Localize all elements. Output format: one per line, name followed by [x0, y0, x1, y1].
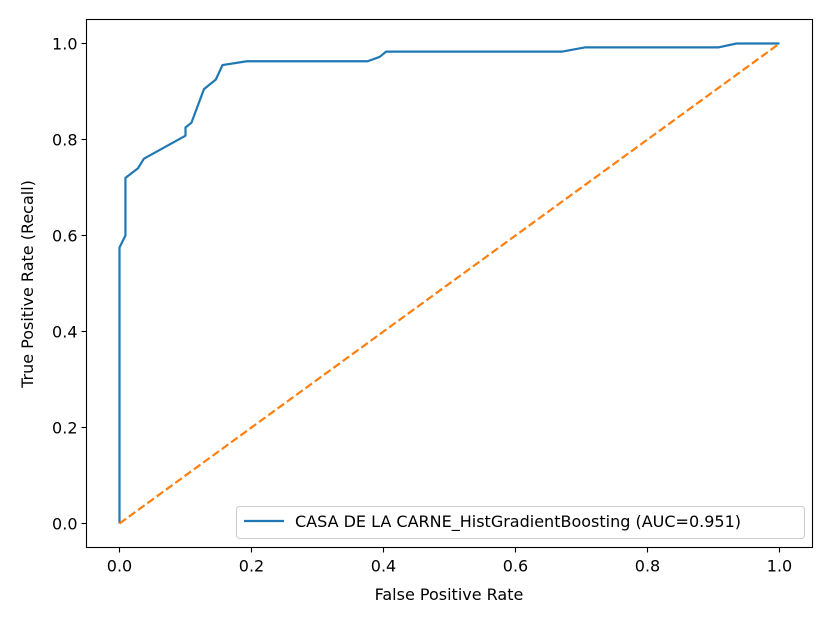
x-axis-label: False Positive Rate: [375, 585, 524, 604]
x-tick-label: 0.6: [503, 557, 528, 576]
y-tick-label: 0.2: [52, 419, 77, 438]
plot-area: [118, 42, 781, 525]
y-tick-label: 0.4: [52, 323, 77, 342]
y-tick-label: 0.0: [52, 515, 77, 534]
series-line-2: [118, 42, 781, 525]
axes-frame: [85, 18, 814, 549]
y-tick-label: 0.6: [52, 227, 77, 246]
y-tick-label: 1.0: [52, 35, 77, 54]
series-line-1: [118, 42, 780, 524]
legend-label-series-1: CASA DE LA CARNE_HistGradientBoosting (A…: [295, 512, 741, 532]
x-axis-ticks: 0.0 0.2 0.4 0.6 0.8 1.0: [107, 547, 792, 576]
x-tick-label: 0.4: [371, 557, 396, 576]
y-axis-ticks: 0.0 0.2 0.4 0.6 0.8 1.0: [52, 35, 87, 534]
y-tick-label: 0.8: [52, 131, 77, 150]
legend-box: [236, 506, 805, 539]
y-axis-label: True Positive Rate (Recall): [18, 180, 37, 389]
x-tick-label: 0.2: [239, 557, 264, 576]
x-tick-label: 0.0: [107, 557, 132, 576]
legend: CASA DE LA CARNE_HistGradientBoosting (A…: [236, 506, 805, 539]
x-tick-label: 0.8: [635, 557, 660, 576]
x-tick-label: 1.0: [767, 557, 792, 576]
